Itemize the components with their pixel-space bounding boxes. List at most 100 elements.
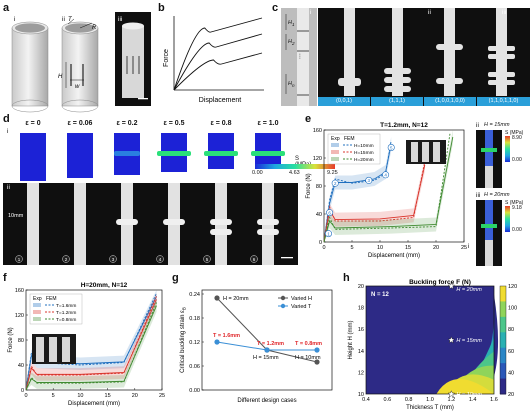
e-svg-ytick-120: 120 (313, 156, 322, 162)
h-xtick-0.4: 0.4 (362, 397, 370, 403)
g-ann-4: H = 15mm (253, 355, 279, 361)
h-colorbar-seg-2 (500, 316, 506, 333)
panel-b-curve-0 (173, 17, 263, 91)
panel-b-ylabel: Force (163, 49, 170, 67)
fem-sim-2 (114, 133, 140, 175)
h-xtick-0.6: 0.6 (384, 397, 392, 403)
g-ann-1: T = 1.6mm (213, 333, 240, 339)
strain-label-0: ε = 0 (25, 120, 41, 127)
e-ii-photo (476, 130, 502, 188)
g-ytick-0.06: 0.06 (189, 364, 200, 370)
fem-sim-5 (251, 133, 285, 166)
e-svg-ytick-160: 160 (313, 128, 322, 134)
d-num-4: 5 (206, 257, 209, 262)
panel-c-ii: ii (428, 9, 431, 16)
h-cbar-tick-80: 80 (508, 327, 514, 333)
f-svg-ytick-0: 0 (21, 388, 24, 394)
h-colorbar-seg-0 (500, 286, 506, 302)
h-cbar-tick-120: 120 (508, 284, 517, 290)
panel-e-ii: ii (476, 122, 479, 129)
e-svg-xtick-5: 5 (350, 245, 353, 251)
e-svg-title: T=1.2mm, N=12 (380, 122, 428, 129)
g-ytick-0.12: 0.12 (189, 340, 200, 346)
e-marker-4: 5 (390, 145, 393, 150)
label-H1: H1 (288, 20, 295, 28)
e-svg-band-2 (324, 130, 453, 242)
h-colorbar-seg-3 (500, 332, 506, 349)
e-svg-legend-fem: FEM (344, 136, 355, 142)
e-svg-xtick-10: 10 (377, 245, 383, 251)
h-colorbar-seg-5 (500, 363, 506, 380)
f-svg-ytick-120: 120 (15, 313, 24, 319)
e-svg-band-0 (324, 137, 392, 242)
f-svg-ylabel: Force (N) (8, 327, 14, 352)
f-svg-xtick-15: 15 (105, 393, 111, 399)
h-colorbar-seg-6 (500, 378, 506, 395)
code-3: (1,1,0,1,1,0) (477, 97, 530, 106)
f-svg-legend-fem: FEM (46, 296, 57, 302)
panel-d-i: i (7, 128, 9, 135)
g-point-0-0 (214, 295, 220, 301)
panel-a-i: i (14, 16, 16, 23)
h-ytick-10: 10 (358, 392, 364, 398)
e-svg-fem-2 (323, 133, 451, 243)
g-ytick-0.18: 0.18 (189, 316, 200, 322)
h-cbar-tick-100: 100 (508, 306, 517, 312)
d-num-5: 6 (253, 257, 256, 262)
f-svg-xlabel: Displacement (mm) (68, 401, 120, 407)
g-ann-2: T = 1.2mm (257, 341, 284, 347)
f-svg-xtick-25: 25 (159, 393, 165, 399)
h-cbar-tick-40: 40 (508, 370, 514, 376)
panel-b-chart: Force Displacement (163, 16, 264, 104)
h-xtick-1.4: 1.4 (469, 397, 477, 403)
h-xtick-0.8: 0.8 (405, 397, 413, 403)
g-ann-0: H = 20mm (223, 296, 249, 302)
panel-d-letter: d (3, 113, 10, 125)
h-colorbar-seg-4 (500, 347, 506, 364)
h-star-1 (447, 336, 456, 344)
e-marker-0: 1 (327, 231, 330, 236)
h-title: Buckling force F (N) (409, 279, 471, 286)
f-svg-band-2 (26, 299, 157, 390)
strain-label-5: ε = 1.0 (257, 120, 279, 127)
f-svg-title: H=20mm, N=12 (81, 282, 128, 289)
f-svg-fem-2 (25, 302, 157, 391)
label-T: T (68, 17, 73, 23)
g-ann-3: T = 0.8mm (295, 341, 322, 347)
label-w: w (75, 84, 80, 90)
h-cbar-tick-20: 20 (508, 392, 514, 398)
e-h20: H = 20mm (484, 192, 510, 198)
h-ytick-18: 18 (358, 306, 364, 312)
g-ann-5: H = 10mm (295, 355, 321, 361)
h-star-2 (447, 390, 456, 398)
label-R: R (92, 25, 97, 31)
strain-label-2: ε = 0.2 (116, 120, 138, 127)
panel-b-letter: b (158, 2, 165, 14)
panel-b-curve-1 (173, 33, 263, 91)
strain-label-4: ε = 0.8 (210, 120, 232, 127)
g-point-1-2 (314, 347, 320, 353)
e-svg-ytick-0: 0 (319, 240, 322, 246)
e-svg-xtick-25: 25 (461, 245, 467, 251)
f-svg-band-0 (26, 290, 157, 390)
panel-f-letter: f (3, 272, 7, 284)
e-h15: H = 15mm (484, 122, 510, 128)
f-svg-fem-1 (25, 296, 157, 391)
g-legend-0: Varied H (291, 296, 312, 302)
panel-g-letter: g (172, 272, 179, 284)
e-marker-3: 4 (384, 173, 387, 178)
panel-a-letter: a (3, 2, 10, 14)
e-svg-exp-2 (323, 136, 454, 243)
e-marker-5: 6 (328, 210, 331, 215)
e-svg-legend-1: H=15mm (354, 150, 374, 156)
f-svg-xtick-5: 5 (52, 393, 55, 399)
e-svg-ytick-40: 40 (316, 212, 322, 218)
g-ylabel: Critical buckling strain εB (180, 307, 187, 373)
d-photo-specimen-0 (27, 183, 39, 265)
g-point-1-1 (264, 347, 270, 353)
panel-c-i-photo: ⋮ H1 H2 Hn i (281, 8, 317, 106)
panel-a-cylinders: T R H w (11, 17, 99, 113)
code-2: (1,0,0,1,0,0) (424, 97, 476, 106)
h-contour-0 (436, 379, 494, 394)
